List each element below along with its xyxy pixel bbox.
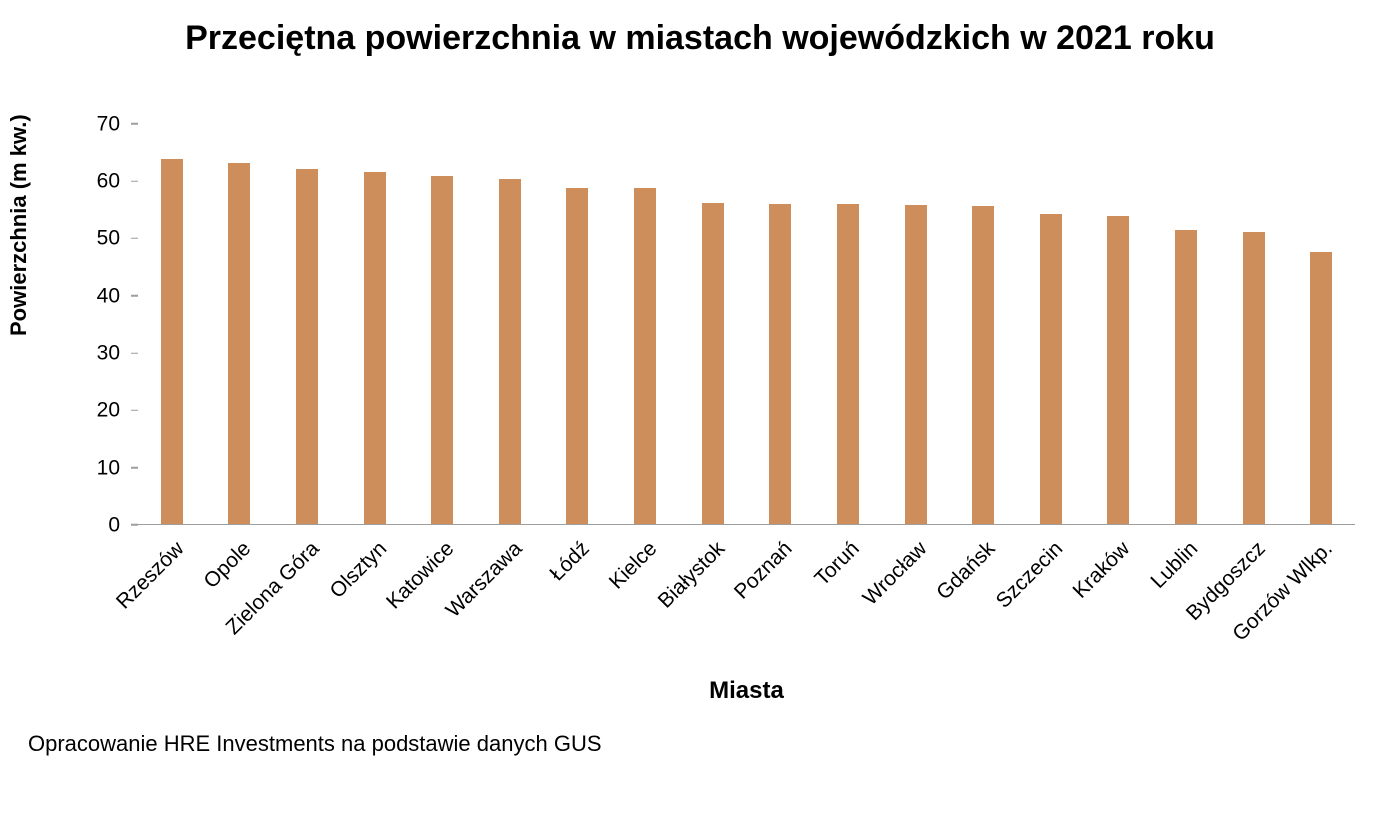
- y-tick-mark: [131, 123, 138, 125]
- x-label-slot: Szczecin: [991, 531, 1085, 673]
- chart-title: Przeciętna powierzchnia w miastach wojew…: [185, 19, 1215, 57]
- x-tick-label: Kielce: [604, 536, 662, 594]
- chart-page: Przeciętna powierzchnia w miastach wojew…: [0, 16, 1400, 825]
- x-label-slot: Wrocław: [859, 531, 950, 673]
- x-label-slot: Gorzów Wlkp.: [1229, 531, 1355, 673]
- y-axis: 0 10 20 30 40 50 60 70: [58, 113, 138, 535]
- x-tick-label: Opole: [199, 536, 256, 593]
- x-label-slot: Kraków: [1069, 531, 1153, 673]
- bar-column: [1287, 124, 1355, 524]
- bar-olsztyn: [363, 171, 386, 524]
- bar-gdańsk: [972, 206, 995, 524]
- bar-warszawa: [498, 179, 521, 524]
- bar-kraków: [1107, 216, 1130, 524]
- bar-column: [1220, 124, 1288, 524]
- x-label-slot: Warszawa: [441, 531, 544, 673]
- y-tick-mark: [131, 466, 138, 469]
- bar-column: [273, 124, 341, 524]
- bar-column: [1085, 124, 1153, 524]
- bar-column: [679, 124, 747, 524]
- bar-szczecin: [1039, 214, 1062, 524]
- bar-katowice: [431, 176, 454, 524]
- x-label-slot: Łódź: [544, 531, 612, 673]
- x-labels-row: Rzeszów Opole Zielona Góra Olsztyn Katowice W…: [112, 531, 1355, 673]
- bar-bydgoszcz: [1242, 232, 1265, 524]
- bar-column: [814, 124, 882, 524]
- plot-area: [138, 124, 1355, 525]
- bar-column: [611, 124, 679, 524]
- bar-column: [882, 124, 950, 524]
- bar-column: [1017, 124, 1085, 524]
- bar-column: [949, 124, 1017, 524]
- y-tick-label: 60: [96, 169, 120, 193]
- y-tick-label: 10: [96, 456, 120, 480]
- bar-column: [341, 124, 409, 524]
- y-tick-label: 50: [96, 226, 120, 250]
- y-tick-mark: [131, 352, 138, 354]
- bar-toruń: [836, 204, 859, 524]
- bar-column: [476, 124, 544, 524]
- bar-column: [1152, 124, 1220, 524]
- x-tick-label: Rzeszów: [111, 536, 189, 614]
- x-label-slot: Zielona Góra: [221, 531, 341, 673]
- x-tick-label: Łódź: [545, 536, 594, 586]
- x-label-slot: Rzeszów: [112, 531, 206, 673]
- bar-białystok: [701, 203, 724, 524]
- bar-column: [206, 124, 274, 524]
- bar-kielce: [634, 188, 657, 524]
- y-tick-mark: [131, 180, 138, 182]
- bar-opole: [228, 162, 251, 524]
- y-tick-mark: [131, 524, 138, 526]
- bar-column: [408, 124, 476, 524]
- source-note: Opracowanie HRE Investments na podstawie…: [28, 730, 602, 756]
- bar-gorzów-wlkp-: [1310, 252, 1333, 524]
- x-tick-label: Lublin: [1146, 536, 1203, 593]
- y-tick-label: 0: [108, 513, 120, 537]
- y-tick-label: 20: [96, 398, 120, 422]
- bar-zielona-góra: [296, 169, 319, 524]
- x-label-slot: Białystok: [653, 531, 747, 673]
- bar-rzeszów: [160, 158, 183, 524]
- y-tick-mark: [131, 409, 138, 412]
- y-tick-label: 40: [96, 284, 120, 308]
- y-tick-label: 70: [96, 112, 120, 136]
- bar-column: [138, 124, 206, 524]
- y-tick-mark: [131, 295, 138, 297]
- bar-poznań: [769, 203, 792, 524]
- bar-column: [544, 124, 612, 524]
- y-tick-mark: [131, 237, 138, 240]
- x-tick-label: Toruń: [810, 536, 865, 591]
- bar-wrocław: [904, 205, 927, 524]
- bar-column: [746, 124, 814, 524]
- bar-łódź: [566, 187, 589, 524]
- x-label-slot: Poznań: [730, 531, 814, 673]
- y-tick-label: 30: [96, 341, 120, 365]
- bar-lublin: [1174, 229, 1197, 524]
- x-axis-title: Miasta: [709, 676, 784, 704]
- y-axis-title: Powierzchnia (m kw.): [6, 114, 31, 336]
- bar-chart: 0 10 20 30 40 50 60 70: [97, 113, 1355, 535]
